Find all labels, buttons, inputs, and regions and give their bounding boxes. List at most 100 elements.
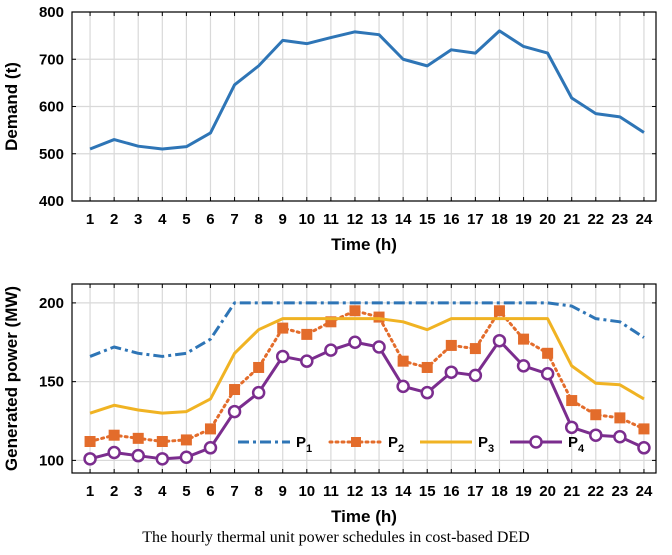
data-point — [257, 328, 261, 332]
x-tick-label: 24 — [636, 211, 653, 228]
x-tick-label: 19 — [515, 483, 532, 500]
data-point-circle — [131, 448, 145, 463]
x-tick-label: 20 — [539, 483, 556, 500]
data-point — [305, 301, 309, 305]
chart-panel-1: 1 2 3 4 5 6 7 8 9 10 11 12 13 14 15 16 17 18 19 20 21 22 23 244… — [2, 4, 657, 254]
data-point — [281, 301, 285, 305]
data-point-circle — [444, 365, 459, 379]
data-point-square — [493, 305, 505, 317]
data-point-circle — [372, 340, 386, 354]
data-point-circle — [589, 428, 603, 442]
x-tick-label: 9 — [279, 211, 287, 228]
data-point-square — [253, 361, 265, 373]
y-tick-label: 800 — [39, 4, 64, 21]
data-point — [112, 345, 116, 349]
y-tick-label: 400 — [39, 193, 64, 210]
series-line-1 — [89, 29, 645, 151]
data-point — [112, 138, 116, 142]
x-tick-label: 1 — [86, 211, 94, 228]
data-point — [618, 115, 622, 119]
x-tick-label: 11 — [323, 211, 339, 228]
data-point — [497, 301, 501, 305]
x-tick-label: 5 — [182, 483, 190, 500]
x-axis-label: Time (h) — [331, 507, 397, 526]
y-tick-label: 200 — [39, 295, 64, 312]
data-point — [160, 354, 164, 358]
x-tick-label: 14 — [395, 483, 412, 500]
x-tick-label: 3 — [134, 483, 142, 500]
data-point — [497, 317, 501, 321]
data-point-circle — [227, 404, 242, 419]
data-point — [257, 64, 261, 68]
x-tick-label: 22 — [587, 483, 604, 500]
data-point-square — [542, 347, 554, 359]
x-tick-label: 21 — [563, 483, 580, 500]
data-point — [136, 408, 140, 412]
legend-subscript: 3 — [488, 443, 494, 455]
x-tick-label: 6 — [206, 211, 214, 228]
data-point-circle — [492, 333, 507, 348]
data-point — [546, 51, 550, 55]
data-point-square — [180, 434, 192, 446]
data-point — [642, 397, 646, 401]
data-point — [570, 304, 574, 308]
data-point — [449, 317, 453, 321]
data-point — [184, 410, 188, 414]
series-line-1 — [89, 301, 645, 358]
x-tick-label: 2 — [110, 483, 118, 500]
data-point — [136, 351, 140, 355]
data-point-square — [614, 412, 626, 424]
data-point-square — [325, 316, 337, 328]
data-point — [594, 381, 598, 385]
x-tick-label: 1 — [86, 483, 94, 500]
data-point-circle — [155, 452, 170, 466]
data-point — [401, 301, 405, 305]
x-tick-label: 3 — [134, 211, 142, 228]
x-tick-label: 21 — [563, 211, 580, 228]
data-point-square — [421, 361, 433, 373]
chart-svg: 1 2 3 4 5 6 7 8 9 10 11 12 13 14 15 16 17 18 19 20 21 22 23 244… — [2, 4, 657, 526]
y-tick-label: 500 — [39, 146, 64, 163]
data-point-square — [566, 395, 578, 407]
data-point-square — [445, 339, 457, 351]
legend-label-1: P1 — [296, 434, 312, 455]
figure-caption: The hourly thermal unit power schedules … — [142, 529, 530, 546]
data-point — [208, 397, 212, 401]
y-tick-label: 700 — [39, 51, 64, 68]
data-point — [208, 337, 212, 341]
data-point — [522, 44, 526, 48]
data-point — [546, 301, 550, 305]
data-point — [112, 403, 116, 407]
x-tick-label: 17 — [467, 211, 484, 228]
x-axis-label: Time (h) — [331, 235, 397, 254]
data-point — [473, 51, 477, 55]
legend-label-2: P2 — [388, 434, 404, 455]
data-point — [329, 36, 333, 40]
data-point — [449, 301, 453, 305]
data-point — [377, 301, 381, 305]
x-tick-label: 6 — [206, 483, 214, 500]
x-tick-label: 10 — [298, 483, 315, 500]
data-point — [594, 112, 598, 116]
x-tick-label: 23 — [612, 483, 629, 500]
data-point-circle — [251, 385, 266, 400]
data-point — [401, 320, 405, 324]
x-tick-label: 8 — [254, 211, 262, 228]
data-point — [329, 301, 333, 305]
data-point-square — [229, 384, 241, 396]
x-tick-label: 11 — [323, 483, 339, 500]
x-tick-label: 23 — [612, 211, 629, 228]
data-point-circle — [83, 452, 97, 466]
series-line-3 — [89, 317, 645, 415]
data-point — [642, 130, 646, 134]
x-tick-label: 20 — [539, 211, 556, 228]
data-point — [497, 29, 501, 33]
data-point — [353, 30, 357, 34]
data-point — [305, 42, 309, 46]
data-point — [642, 336, 646, 340]
legend: P1 P2 P3 P4 — [238, 434, 585, 455]
data-point — [233, 83, 237, 87]
x-tick-label: 12 — [347, 483, 364, 500]
data-point — [449, 48, 453, 52]
